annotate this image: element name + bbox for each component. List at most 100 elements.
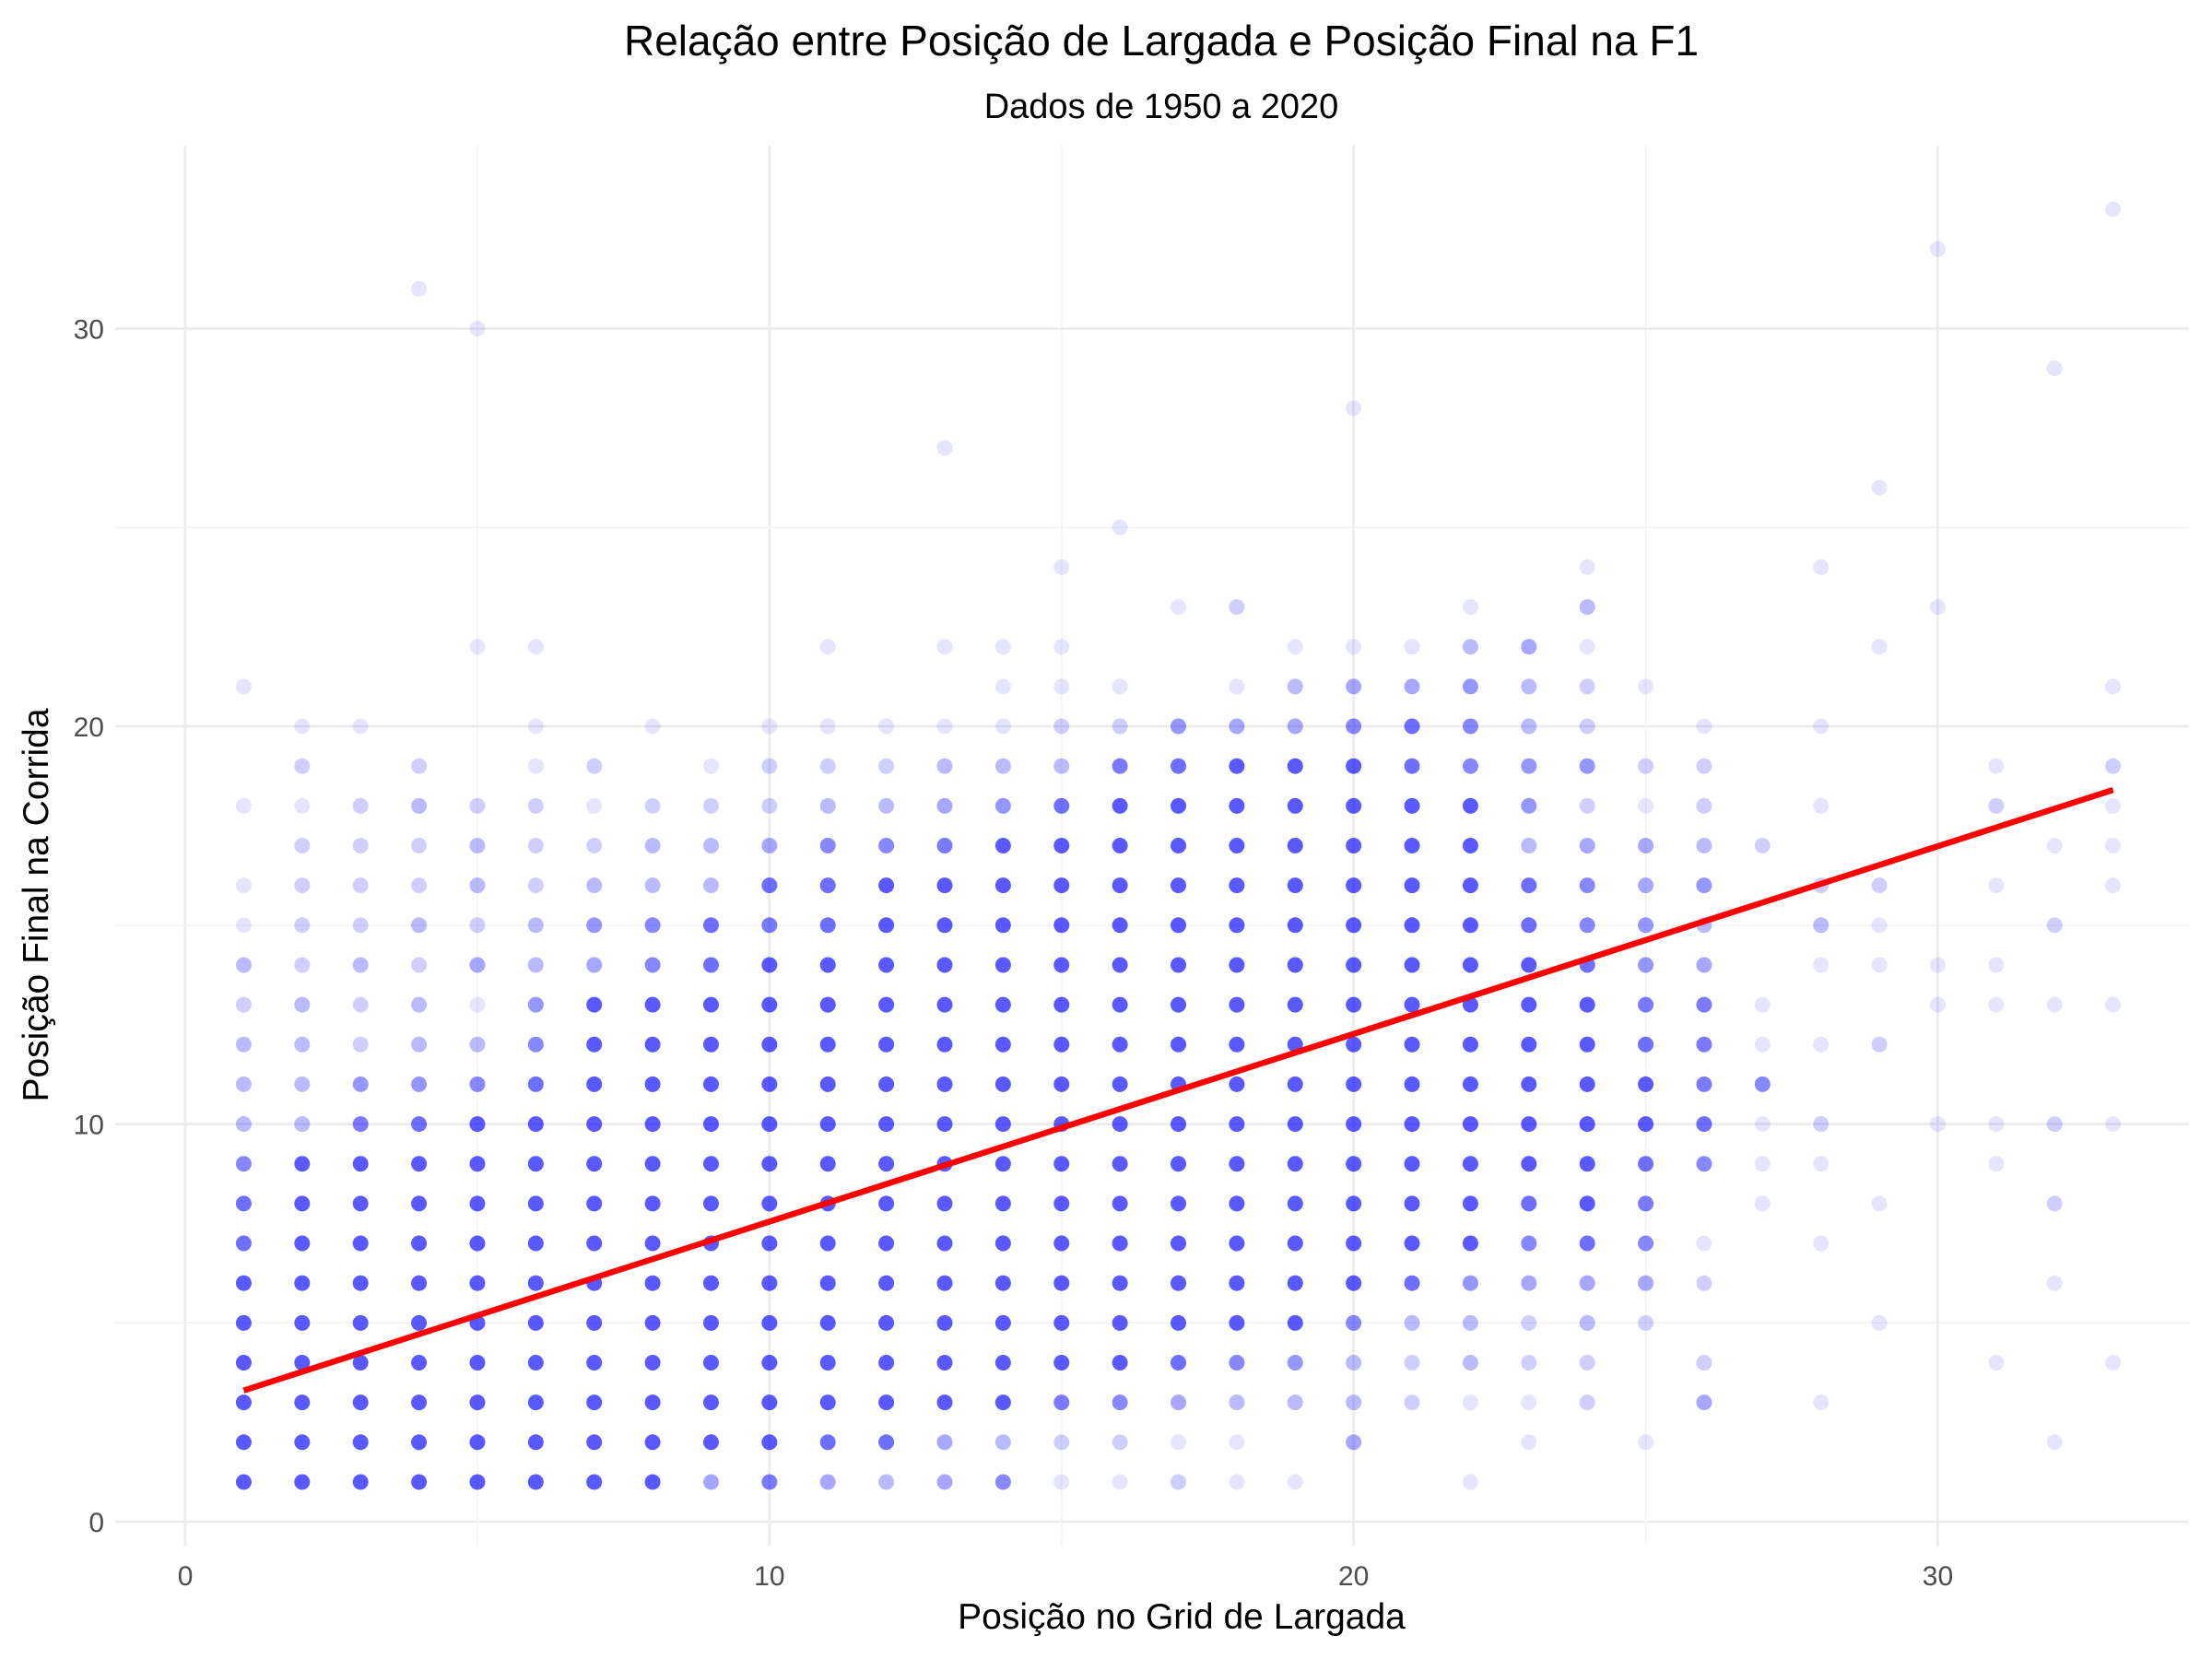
data-point — [1404, 1314, 1420, 1331]
data-point — [1638, 678, 1654, 695]
data-point — [235, 1434, 252, 1451]
data-point — [1579, 1076, 1595, 1092]
data-point — [936, 797, 953, 814]
data-point — [761, 917, 778, 934]
data-point — [761, 1314, 778, 1331]
data-point — [1229, 1354, 1245, 1371]
data-point — [702, 1394, 719, 1411]
data-point — [1462, 1275, 1478, 1291]
data-point — [1171, 599, 1187, 616]
data-point — [644, 838, 661, 853]
data-point — [819, 917, 836, 934]
data-point — [1404, 1195, 1420, 1212]
data-point — [1346, 758, 1362, 774]
data-point — [994, 1314, 1011, 1331]
data-point — [235, 957, 252, 973]
data-point — [294, 1354, 311, 1371]
data-point — [644, 1354, 661, 1371]
data-point — [1579, 559, 1595, 575]
data-point — [1404, 758, 1420, 774]
data-point — [1462, 838, 1478, 853]
data-point — [819, 758, 836, 774]
data-point — [352, 1394, 369, 1411]
data-point — [411, 1474, 428, 1490]
data-point — [469, 877, 486, 894]
data-point — [2105, 996, 2122, 1013]
data-point — [936, 838, 953, 853]
data-point — [1229, 678, 1245, 695]
data-point — [1346, 1195, 1362, 1212]
data-point — [1871, 957, 1888, 973]
data-point — [1521, 1156, 1537, 1172]
data-point — [1579, 599, 1595, 616]
data-point — [469, 957, 486, 973]
data-point — [1229, 1314, 1245, 1331]
data-point — [936, 1076, 953, 1092]
data-point — [644, 996, 661, 1013]
data-point — [994, 1434, 1011, 1451]
data-point — [1346, 1156, 1362, 1172]
data-point — [1521, 1235, 1537, 1252]
data-point — [2105, 797, 2122, 814]
data-point — [352, 1474, 369, 1490]
data-point — [1462, 957, 1478, 973]
data-point — [586, 1036, 603, 1053]
data-point — [1346, 957, 1362, 973]
data-point — [1404, 1036, 1420, 1053]
data-point — [411, 957, 428, 973]
data-point — [644, 1474, 661, 1490]
data-point — [1579, 917, 1595, 934]
data-point — [1346, 1275, 1362, 1291]
data-point — [702, 1354, 719, 1371]
data-point — [1053, 996, 1070, 1013]
data-point — [1171, 718, 1187, 735]
data-point — [936, 1235, 953, 1252]
data-point — [1171, 1036, 1187, 1053]
data-point — [1638, 877, 1654, 894]
data-point — [1638, 1156, 1654, 1172]
data-point — [1404, 1076, 1420, 1092]
data-point — [1171, 1394, 1187, 1411]
data-point — [1929, 1116, 1946, 1133]
data-point — [1404, 797, 1420, 814]
data-point — [819, 838, 836, 853]
data-point — [1229, 838, 1245, 853]
data-point — [878, 758, 895, 774]
data-point — [2105, 201, 2122, 218]
data-point — [702, 996, 719, 1013]
data-point — [1638, 838, 1654, 853]
data-point — [1696, 718, 1712, 735]
data-point — [1638, 1036, 1654, 1053]
data-point — [2046, 1116, 2063, 1133]
data-point — [1462, 1076, 1478, 1092]
data-point — [1929, 599, 1946, 616]
data-point — [1754, 1195, 1771, 1212]
data-point — [235, 678, 252, 695]
data-point — [1696, 797, 1712, 814]
data-point — [936, 1314, 953, 1331]
data-point — [994, 718, 1011, 735]
data-point — [644, 1116, 661, 1133]
data-point — [1112, 996, 1128, 1013]
data-point — [1404, 1156, 1420, 1172]
data-point — [1112, 1434, 1128, 1451]
data-point — [1813, 1036, 1830, 1053]
data-point — [878, 1275, 895, 1291]
data-point — [878, 1076, 895, 1092]
data-point — [352, 877, 369, 894]
data-point — [1229, 599, 1245, 616]
data-point — [1112, 678, 1128, 695]
data-point — [1287, 1076, 1303, 1092]
data-point — [936, 917, 953, 934]
data-point — [1287, 957, 1303, 973]
data-point — [994, 1354, 1011, 1371]
data-point — [1171, 996, 1187, 1013]
data-point — [1988, 797, 2005, 814]
data-point — [761, 996, 778, 1013]
data-point — [469, 1235, 486, 1252]
data-point — [878, 1354, 895, 1371]
data-point — [878, 1314, 895, 1331]
data-point — [761, 1474, 778, 1490]
data-point — [294, 1275, 311, 1291]
data-point — [1171, 797, 1187, 814]
